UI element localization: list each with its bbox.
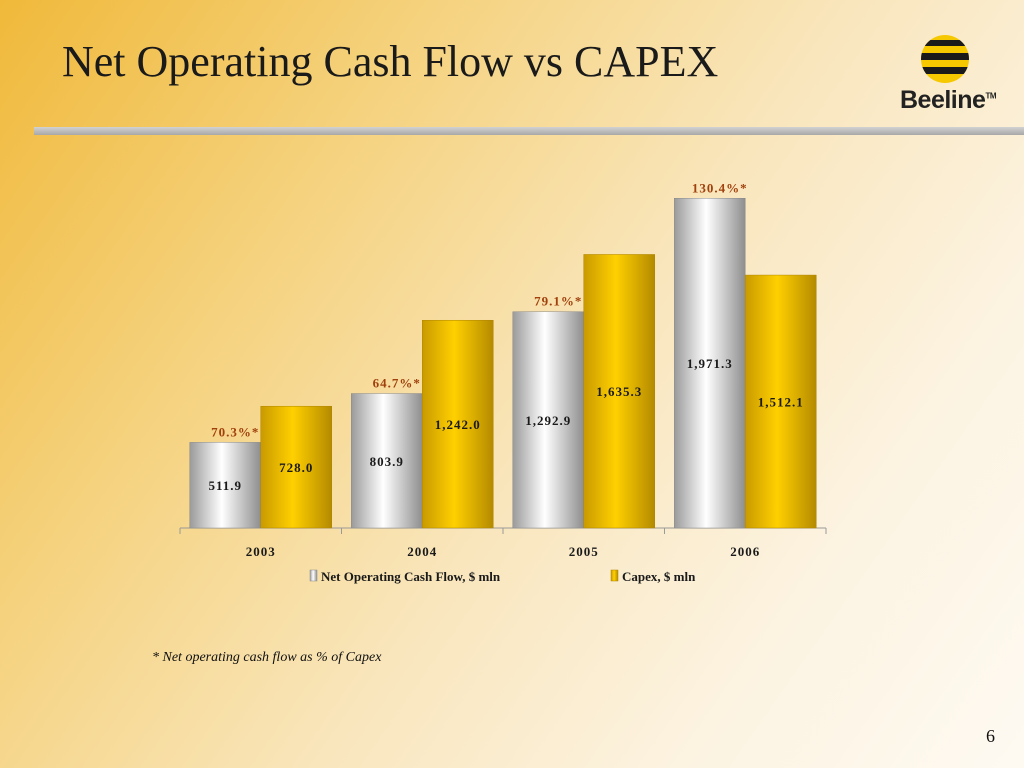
- data-label: 1,512.1: [758, 395, 804, 410]
- beeline-logo-icon: [921, 35, 969, 83]
- x-tick-label: 2003: [246, 544, 276, 559]
- slide-title: Net Operating Cash Flow vs CAPEX: [62, 37, 719, 86]
- data-label: 803.9: [370, 454, 404, 469]
- bar-net-operating-cash-flow: [351, 393, 423, 529]
- data-label: 1,971.3: [687, 356, 733, 371]
- percent-annotation: 130.4%*: [692, 180, 748, 195]
- data-label: 511.9: [208, 478, 242, 493]
- logo-wordmark: BeelineTM: [900, 86, 996, 115]
- x-tick-label: 2005: [569, 544, 599, 559]
- x-tick-label: 2004: [407, 544, 437, 559]
- legend-label: Net Operating Cash Flow, $ mln: [321, 569, 501, 584]
- legend-swatch-capex: [610, 569, 619, 582]
- plot-area: 511.9 728.0 70.3%* 2003 803.9 1,242.0 64.7%* 20…: [179, 180, 827, 559]
- page-number: 6: [986, 726, 995, 746]
- footnote: * Net operating cash flow as % of Capex: [152, 650, 382, 665]
- bar-capex: [422, 319, 494, 529]
- chart-legend: Net Operating Cash Flow, $ mln Capex, $ m…: [309, 569, 696, 584]
- percent-annotation: 79.1%*: [534, 294, 582, 309]
- bar-capex: [583, 254, 655, 529]
- data-label: 728.0: [279, 460, 313, 475]
- data-label: 1,635.3: [596, 384, 642, 399]
- bar-net-operating-cash-flow: [674, 198, 746, 529]
- bar-capex: [260, 405, 332, 529]
- bar-net-operating-cash-flow: [189, 442, 261, 529]
- data-label: 1,292.9: [525, 413, 571, 428]
- bar-net-operating-cash-flow: [512, 311, 584, 529]
- legend-label: Capex, $ mln: [622, 569, 696, 584]
- legend-swatch-cash-flow: [309, 569, 318, 582]
- percent-annotation: 70.3%*: [211, 424, 259, 439]
- data-label: 1,242.0: [435, 417, 481, 432]
- logo-trademark: TM: [985, 91, 996, 101]
- title-divider: [34, 127, 1024, 135]
- bar-capex: [745, 274, 817, 529]
- percent-annotation: 64.7%*: [373, 376, 421, 391]
- logo-text: Beeline: [900, 86, 986, 114]
- x-tick-label: 2006: [730, 544, 760, 559]
